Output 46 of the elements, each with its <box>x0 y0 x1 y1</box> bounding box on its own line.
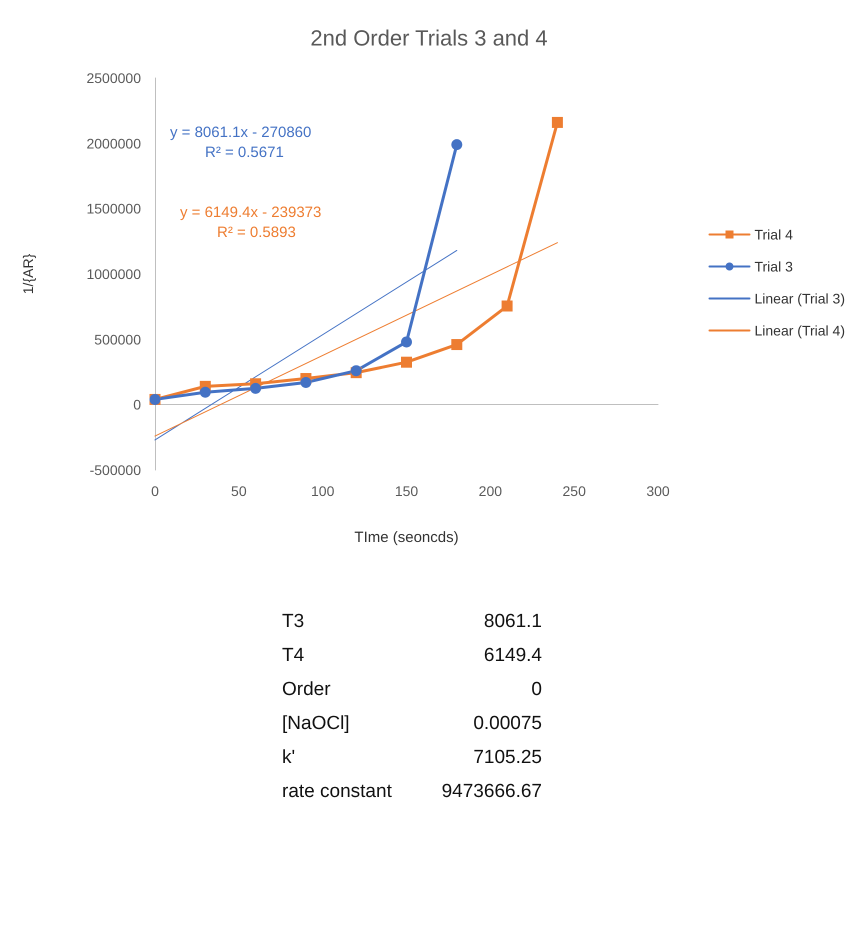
y-tick-label: 0 <box>133 396 142 413</box>
annotation: y = 6149.4x - 239373 <box>180 204 322 221</box>
text: 0.00075 <box>472 713 542 735</box>
y-tick-label: 2000000 <box>86 135 142 152</box>
text: rate constant <box>282 781 393 803</box>
y-tick-label: 2500000 <box>86 70 142 86</box>
text: T3 <box>282 611 306 633</box>
y-tick-label: 500000 <box>94 331 142 348</box>
annotation: R² = 0.5893 <box>217 224 296 241</box>
legend-label: Trial 4 <box>754 226 794 242</box>
annotation: R² = 0.5671 <box>205 144 284 161</box>
x-tick-label: 100 <box>310 483 335 499</box>
point <box>250 382 262 394</box>
text: k' <box>282 747 296 769</box>
text: 6149.4 <box>482 645 542 667</box>
y-axis-title: 1/{AR} <box>20 253 36 294</box>
text: [NaOCl] <box>282 713 351 735</box>
point <box>451 339 462 350</box>
x-tick-label: 150 <box>394 483 418 499</box>
text: 9473666.67 <box>440 781 542 803</box>
legend-label: Linear (Trial 4) <box>754 322 846 338</box>
text: T4 <box>282 645 306 667</box>
x-tick-label: 50 <box>231 483 247 499</box>
legend-label: Linear (Trial 3) <box>754 290 846 306</box>
point <box>552 116 563 128</box>
text: Order <box>282 679 332 701</box>
y-tick-label: 1000000 <box>86 266 142 282</box>
x-tick-label: 300 <box>646 483 670 499</box>
point <box>401 336 412 348</box>
annotation: y = 8061.1x - 270860 <box>170 124 312 141</box>
point <box>502 300 513 312</box>
text: 8061.1 <box>482 611 542 633</box>
text: 7105.25 <box>472 747 542 769</box>
x-axis-title: TIme (seoncds) <box>354 529 459 546</box>
chart-title: 2nd Order Trials 3 and 4 <box>310 26 548 50</box>
legend-label: Trial 3 <box>754 258 794 274</box>
x-tick-label: 250 <box>562 483 586 499</box>
point <box>200 386 211 398</box>
text: 0 <box>530 679 542 701</box>
point <box>300 376 312 388</box>
x-tick-label: 200 <box>478 483 502 499</box>
point <box>401 356 412 368</box>
point <box>451 139 462 150</box>
x-tick-label: 0 <box>151 483 160 499</box>
y-tick-label: 1500000 <box>86 200 142 217</box>
y-tick-label: -500000 <box>90 462 142 478</box>
